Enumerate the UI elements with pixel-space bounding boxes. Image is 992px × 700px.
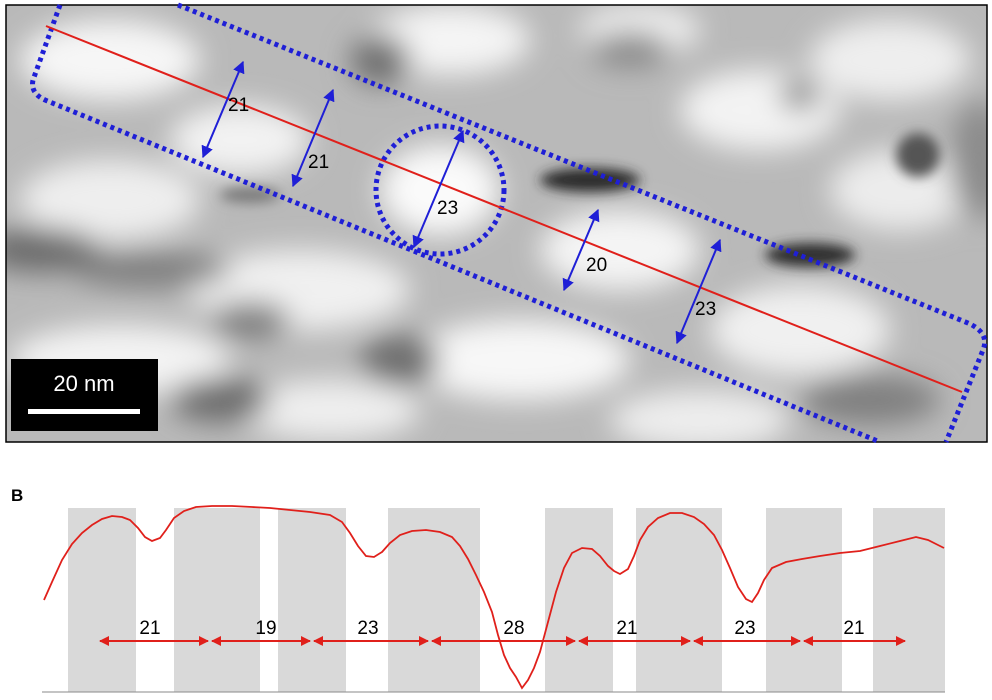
shaded-bands: [68, 508, 945, 692]
panel-b-label: B: [11, 486, 24, 505]
scale-bar: 20 nm: [11, 359, 158, 431]
measure-label-4: 20: [586, 255, 607, 276]
measure-arrow-3: [412, 129, 465, 249]
measure-label-2: 21: [308, 152, 329, 173]
measure-arrow-1: [201, 60, 245, 159]
scale-bar-label: 20 nm: [53, 371, 114, 396]
segment-label-7: 21: [843, 618, 864, 639]
segment-label-3: 23: [357, 618, 378, 639]
measure-arrow-4: [562, 208, 600, 292]
segment-label-6: 23: [734, 618, 755, 639]
height-profile-curve: [43, 505, 945, 690]
measure-label-1: 21: [228, 95, 249, 116]
segment-label-1: 21: [139, 618, 160, 639]
measure-label-3: 23: [437, 198, 458, 219]
measure-arrow-5: [675, 238, 722, 345]
micrograph: [6, 5, 987, 442]
segment-label-2: 19: [255, 618, 276, 639]
micrograph-border: [5, 4, 988, 443]
segment-label-4: 28: [503, 618, 524, 639]
highlight-circle: [373, 123, 507, 257]
profile-line: [45, 25, 963, 393]
segment-label-5: 21: [616, 618, 637, 639]
measurement-region-outline: [30, 2, 988, 445]
measure-label-5: 23: [695, 299, 716, 320]
measure-arrow-2: [291, 88, 335, 188]
